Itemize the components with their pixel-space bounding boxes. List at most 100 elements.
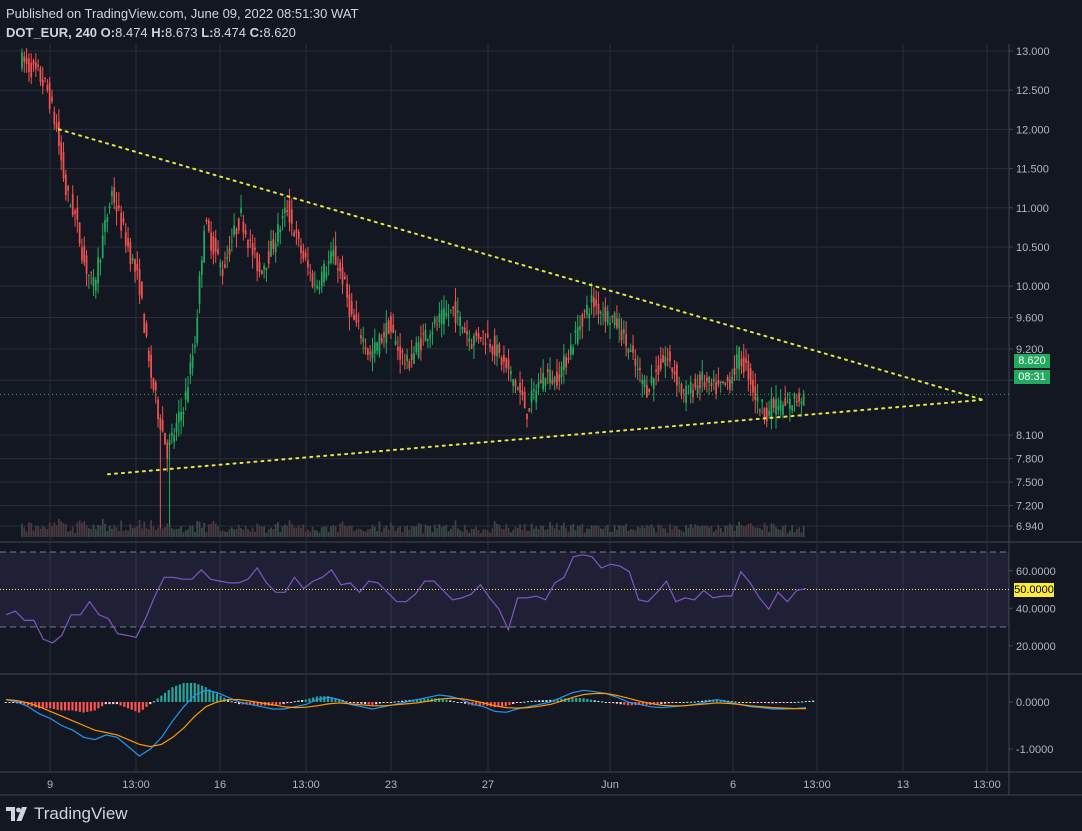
candle xyxy=(456,310,459,313)
candle xyxy=(443,308,445,325)
candle xyxy=(682,390,685,392)
candle xyxy=(360,335,362,339)
macd-histogram-bar xyxy=(786,702,789,703)
price-axis-label: 6.940 xyxy=(1016,521,1044,533)
volume-bar xyxy=(164,527,166,537)
macd-histogram-bar xyxy=(219,695,222,702)
volume-bar xyxy=(800,532,803,537)
ohlc-legend: DOT_EUR, 240 O:8.474 H:8.673 L:8.474 C:8… xyxy=(6,25,296,40)
candle xyxy=(150,354,153,378)
macd-histogram-bar xyxy=(460,702,463,703)
candle xyxy=(302,250,305,260)
candle xyxy=(636,368,639,370)
candle xyxy=(64,174,67,196)
volume-bar xyxy=(122,530,125,537)
candle xyxy=(519,382,521,393)
candle xyxy=(403,363,406,365)
candle xyxy=(576,327,579,344)
volume-bar xyxy=(429,525,432,537)
trendline[interactable] xyxy=(58,128,984,401)
macd-histogram-bar xyxy=(119,702,122,706)
candle xyxy=(74,210,76,214)
volume-bar xyxy=(622,526,625,537)
candle xyxy=(171,433,173,436)
candle xyxy=(800,401,803,404)
candle xyxy=(569,344,572,355)
volume-bar xyxy=(184,530,187,537)
volume-bar xyxy=(304,531,307,537)
candle xyxy=(272,239,275,249)
candle xyxy=(795,400,798,403)
volume-bar xyxy=(58,519,60,537)
candle xyxy=(629,350,632,352)
volume-bar xyxy=(680,530,683,537)
volume-bar xyxy=(772,523,775,537)
volume-bar xyxy=(145,528,148,537)
volume-bar xyxy=(159,528,162,537)
macd-histogram-bar xyxy=(560,698,563,702)
volume-bar xyxy=(719,527,722,537)
volume-bar xyxy=(350,525,353,537)
volume-bar xyxy=(484,529,487,537)
volume-bar xyxy=(703,525,706,537)
macd-histogram-bar xyxy=(60,702,63,711)
volume-bar xyxy=(228,528,231,537)
candle xyxy=(283,207,286,214)
volume-bar xyxy=(104,523,106,537)
volume-bar xyxy=(431,531,434,537)
price-axis-label: 7.800 xyxy=(1016,454,1044,466)
volume-bar xyxy=(380,531,383,537)
symbol-label[interactable]: DOT_EUR, 240 xyxy=(6,25,98,40)
candle xyxy=(516,387,519,391)
time-axis-label: 13 xyxy=(897,779,909,791)
macd-histogram-bar xyxy=(675,702,678,703)
candle xyxy=(122,218,125,223)
macd-histogram-bar xyxy=(104,702,107,705)
candle xyxy=(440,310,443,325)
candle xyxy=(124,232,127,246)
volume-bar xyxy=(685,525,687,537)
candle xyxy=(309,272,312,274)
candle xyxy=(244,230,247,235)
candle xyxy=(196,317,199,344)
volume-bar xyxy=(477,529,480,537)
macd-histogram-bar xyxy=(12,702,15,703)
candle xyxy=(583,310,586,312)
macd-histogram-bar xyxy=(375,702,378,705)
volume-bar xyxy=(233,529,236,537)
macd-histogram-bar xyxy=(789,702,793,703)
volume-bar xyxy=(67,531,69,537)
volume-bar xyxy=(731,525,734,537)
candle xyxy=(512,379,515,386)
volume-bar xyxy=(775,527,777,537)
macd-histogram-bar xyxy=(797,701,800,703)
price-axis-label: 11.000 xyxy=(1016,203,1049,215)
macd-histogram-bar xyxy=(100,702,104,707)
tradingview-logo[interactable]: TradingView xyxy=(6,804,128,824)
trendline[interactable] xyxy=(107,398,984,476)
volume-bar xyxy=(675,526,678,537)
macd-histogram-bar xyxy=(289,702,293,703)
candle xyxy=(689,381,692,394)
macd-histogram-bar xyxy=(82,702,85,713)
volume-bar xyxy=(433,524,436,537)
volume-bar xyxy=(754,527,757,537)
volume-bar xyxy=(454,520,457,537)
volume-bar xyxy=(539,525,542,537)
volume-bar xyxy=(657,524,660,537)
candle xyxy=(357,320,360,322)
candle xyxy=(715,382,717,395)
macd-histogram-bar xyxy=(200,685,204,702)
candle xyxy=(609,322,611,325)
candle xyxy=(217,248,219,255)
volume-bar xyxy=(360,529,362,537)
macd-histogram-bar xyxy=(686,701,689,703)
volume-bar xyxy=(611,531,614,537)
macd-histogram-bar xyxy=(660,702,663,705)
volume-bar xyxy=(92,524,95,537)
candle xyxy=(205,219,208,222)
candle xyxy=(288,200,291,223)
candle xyxy=(385,322,388,343)
candle xyxy=(41,79,44,87)
